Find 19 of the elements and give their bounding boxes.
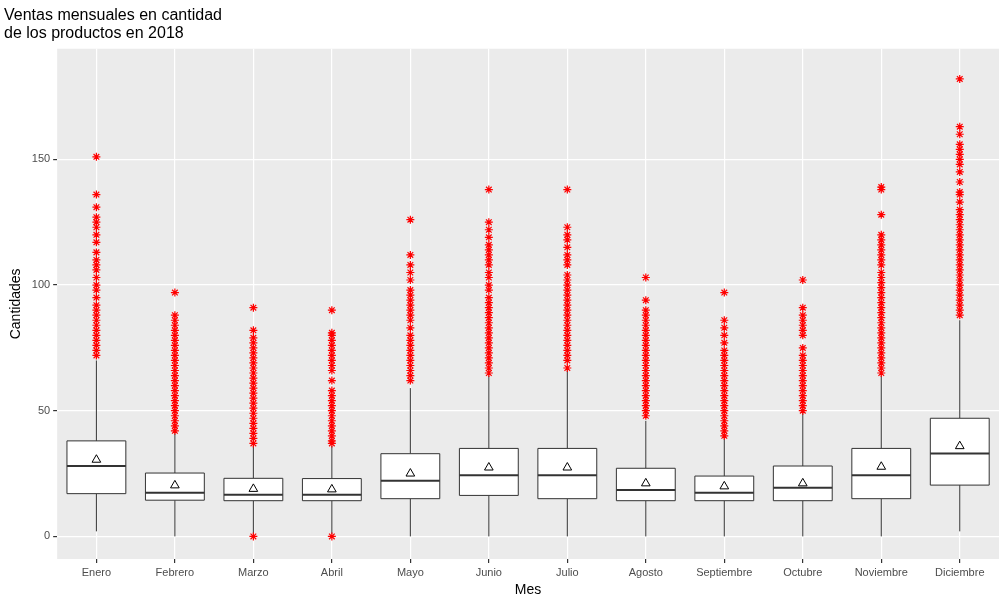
x-tick-label: Noviembre [854, 565, 908, 578]
y-tick-label: 100 [31, 278, 51, 291]
y-tick-label: 50 [37, 403, 51, 416]
x-tick-label: Agosto [628, 565, 663, 578]
x-tick-label: Mayo [396, 565, 424, 578]
chart-title: Ventas mensuales en cantidad de los productos en 2018 [4, 5, 222, 42]
x-tick-label: Enero [81, 565, 112, 578]
x-axis-title: Mes [514, 581, 542, 598]
x-tick-label: Septiembre [696, 565, 753, 578]
x-tick-label: Octubre [783, 565, 823, 578]
x-tick-label: Julio [556, 565, 579, 578]
x-tick-label: Diciembre [935, 565, 985, 578]
y-axis-title: Cantidades [7, 268, 24, 340]
y-tick-label: 150 [31, 152, 51, 165]
x-tick-label: Junio [475, 565, 502, 578]
x-tick-label: Febrero [155, 565, 195, 578]
y-tick-label: 0 [44, 529, 51, 542]
x-tick-label: Abril [320, 565, 343, 578]
x-tick-label: Marzo [238, 565, 269, 578]
